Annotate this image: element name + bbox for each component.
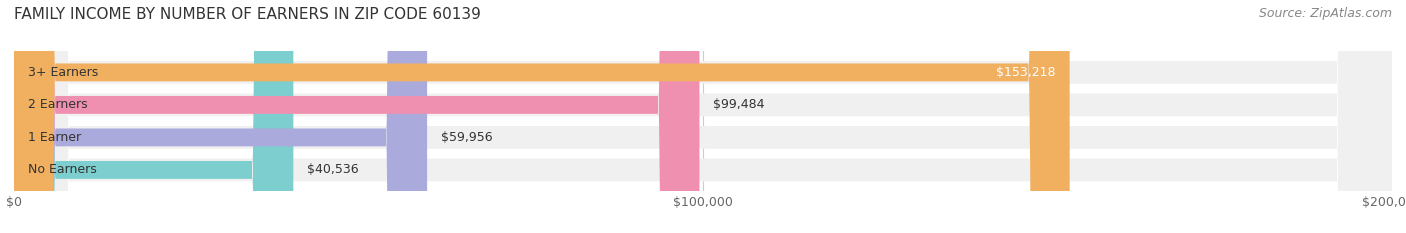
FancyBboxPatch shape	[14, 0, 1392, 233]
Text: $40,536: $40,536	[307, 163, 359, 176]
Text: No Earners: No Earners	[28, 163, 97, 176]
Text: 3+ Earners: 3+ Earners	[28, 66, 98, 79]
FancyBboxPatch shape	[14, 0, 1392, 233]
FancyBboxPatch shape	[14, 0, 1392, 233]
FancyBboxPatch shape	[14, 0, 1070, 233]
FancyBboxPatch shape	[14, 0, 427, 233]
Text: $153,218: $153,218	[997, 66, 1056, 79]
Text: FAMILY INCOME BY NUMBER OF EARNERS IN ZIP CODE 60139: FAMILY INCOME BY NUMBER OF EARNERS IN ZI…	[14, 7, 481, 22]
FancyBboxPatch shape	[14, 0, 699, 233]
Text: $99,484: $99,484	[713, 98, 765, 111]
FancyBboxPatch shape	[14, 0, 1392, 233]
Text: Source: ZipAtlas.com: Source: ZipAtlas.com	[1258, 7, 1392, 20]
Text: $59,956: $59,956	[441, 131, 492, 144]
Text: 2 Earners: 2 Earners	[28, 98, 87, 111]
Text: 1 Earner: 1 Earner	[28, 131, 82, 144]
FancyBboxPatch shape	[14, 0, 294, 233]
